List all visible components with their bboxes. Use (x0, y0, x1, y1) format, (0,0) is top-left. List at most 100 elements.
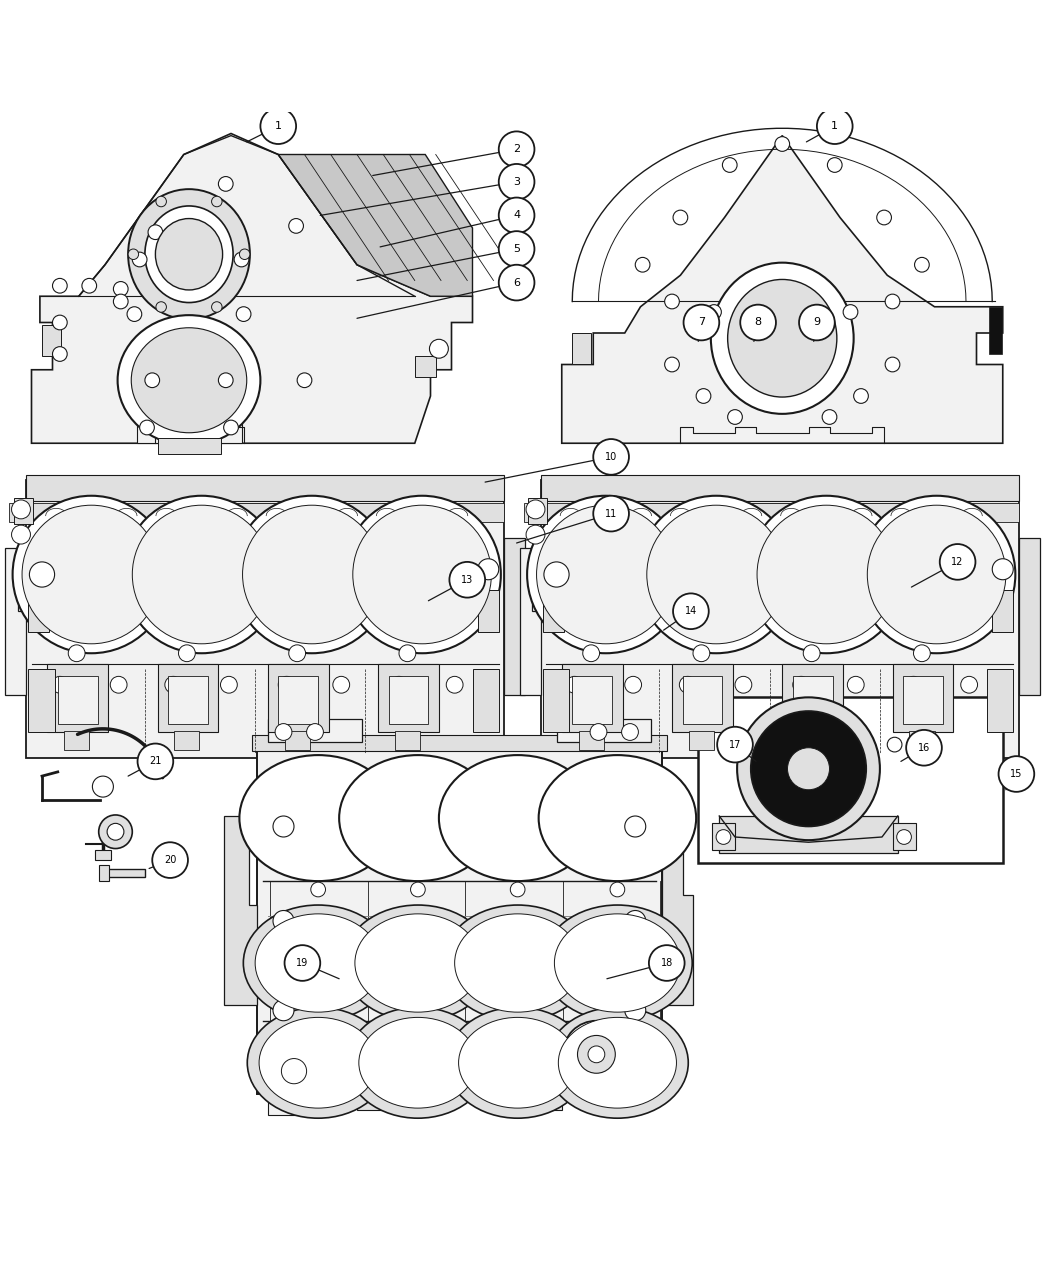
Polygon shape (504, 538, 525, 695)
Circle shape (578, 1035, 615, 1074)
Text: 3: 3 (513, 177, 520, 187)
Ellipse shape (346, 1007, 489, 1118)
Circle shape (218, 372, 233, 388)
Circle shape (132, 505, 271, 644)
Circle shape (211, 302, 222, 312)
Circle shape (297, 372, 312, 388)
Circle shape (289, 218, 303, 233)
Ellipse shape (255, 914, 381, 1012)
Circle shape (858, 496, 1015, 653)
Circle shape (411, 882, 425, 896)
Circle shape (273, 910, 294, 932)
Bar (357, 1089, 399, 1111)
Ellipse shape (131, 328, 247, 432)
Circle shape (353, 505, 491, 644)
Circle shape (132, 252, 147, 266)
Circle shape (145, 372, 160, 388)
Bar (689, 731, 714, 750)
Ellipse shape (439, 755, 596, 881)
Circle shape (499, 131, 534, 167)
Bar (28, 590, 49, 632)
Circle shape (757, 505, 896, 644)
Circle shape (289, 645, 306, 662)
Circle shape (311, 882, 326, 896)
Ellipse shape (239, 755, 397, 881)
Bar (103, 868, 145, 877)
Bar (278, 676, 318, 724)
Circle shape (148, 224, 163, 240)
Circle shape (906, 729, 942, 765)
Circle shape (817, 108, 853, 144)
Bar (64, 731, 89, 750)
Circle shape (583, 645, 600, 662)
Polygon shape (662, 831, 693, 1005)
Bar (541, 474, 1018, 501)
Circle shape (113, 295, 128, 309)
Circle shape (92, 776, 113, 797)
Text: 12: 12 (951, 557, 964, 567)
Circle shape (822, 409, 837, 425)
Bar (285, 731, 310, 750)
Circle shape (13, 496, 170, 653)
Bar (524, 504, 688, 521)
Circle shape (218, 176, 233, 191)
Circle shape (260, 108, 296, 144)
Circle shape (12, 500, 30, 519)
Circle shape (449, 562, 485, 598)
Polygon shape (32, 134, 473, 444)
Circle shape (110, 676, 127, 694)
Ellipse shape (711, 263, 854, 414)
Circle shape (178, 645, 195, 662)
Ellipse shape (339, 755, 497, 881)
Ellipse shape (547, 1007, 689, 1118)
Ellipse shape (343, 905, 492, 1021)
Circle shape (281, 1058, 307, 1084)
Bar (99, 866, 109, 881)
Bar (58, 676, 98, 724)
Bar (909, 731, 934, 750)
Bar (744, 504, 908, 521)
Bar (543, 590, 564, 632)
Circle shape (499, 231, 534, 266)
Ellipse shape (244, 905, 393, 1021)
Circle shape (68, 645, 85, 662)
Ellipse shape (359, 1017, 477, 1108)
Circle shape (52, 278, 67, 293)
Circle shape (793, 676, 810, 694)
Circle shape (156, 196, 166, 207)
Bar (892, 824, 916, 849)
Text: 8: 8 (755, 317, 761, 328)
Bar (388, 676, 428, 724)
Polygon shape (520, 548, 541, 695)
Circle shape (343, 496, 501, 653)
Ellipse shape (543, 905, 692, 1021)
Circle shape (992, 558, 1013, 580)
Circle shape (499, 198, 534, 233)
Circle shape (625, 1000, 646, 1021)
Bar (174, 731, 200, 750)
Bar (230, 504, 394, 521)
Circle shape (499, 164, 534, 200)
Bar (158, 664, 218, 732)
Circle shape (679, 676, 696, 694)
Circle shape (285, 945, 320, 980)
Circle shape (527, 496, 685, 653)
Circle shape (914, 645, 930, 662)
Ellipse shape (447, 1007, 588, 1118)
Circle shape (537, 505, 675, 644)
Circle shape (610, 882, 625, 896)
Circle shape (803, 645, 820, 662)
Circle shape (211, 196, 223, 207)
Circle shape (138, 743, 173, 779)
Bar (28, 669, 55, 732)
Bar (26, 474, 504, 501)
Circle shape (128, 249, 139, 260)
Circle shape (999, 756, 1034, 792)
Ellipse shape (128, 189, 250, 319)
Circle shape (673, 210, 688, 224)
Circle shape (234, 252, 249, 266)
Text: 18: 18 (660, 958, 673, 968)
Circle shape (854, 389, 868, 403)
Text: 2: 2 (513, 144, 520, 154)
Circle shape (220, 676, 237, 694)
